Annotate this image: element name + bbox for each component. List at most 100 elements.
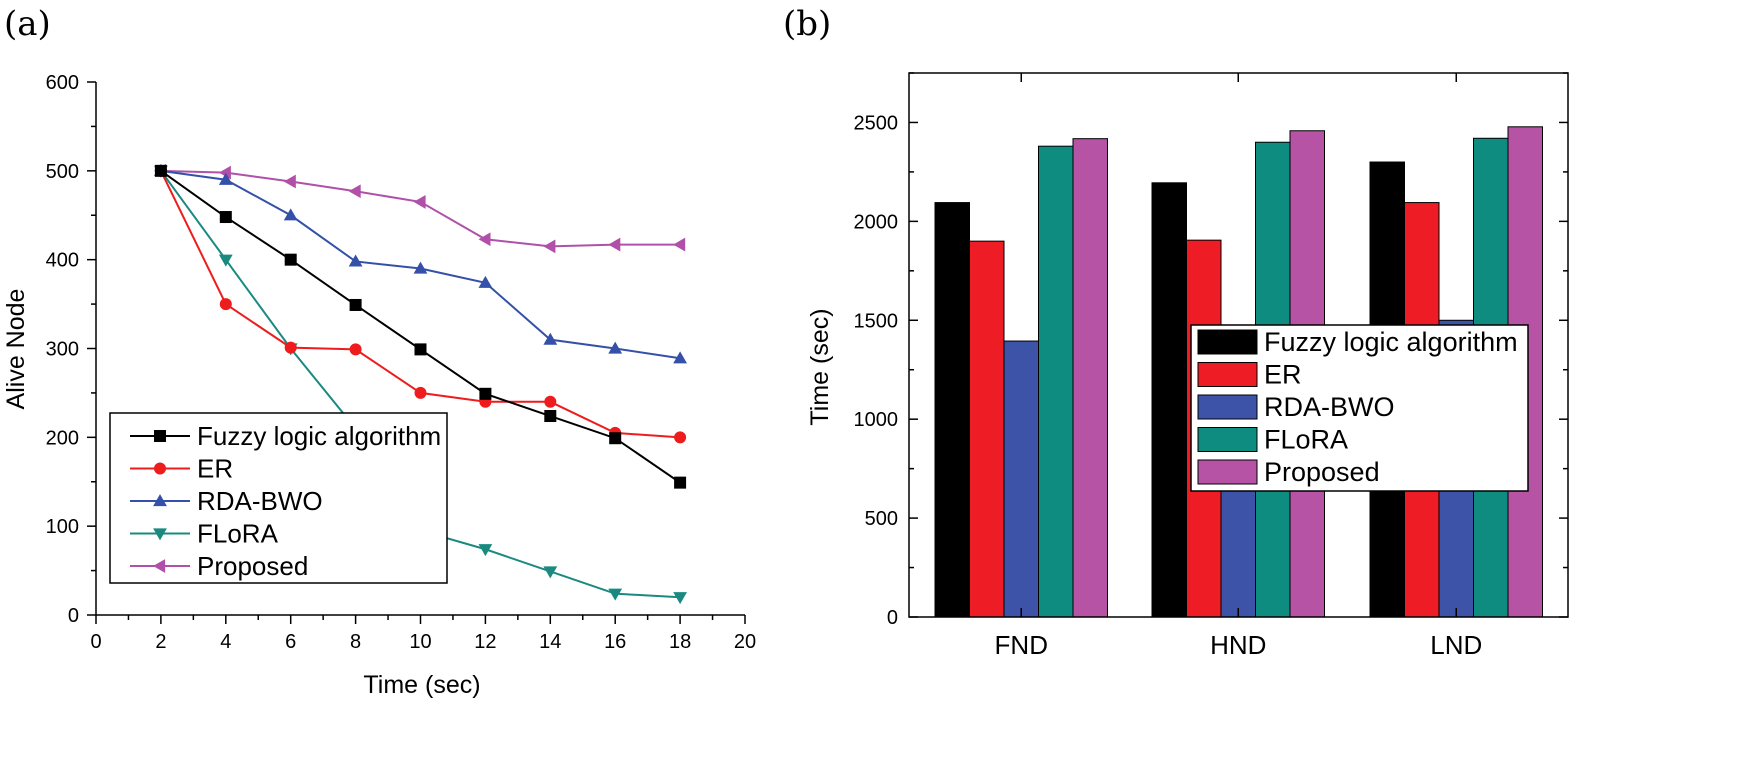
line-legend-box — [109, 412, 448, 584]
line-x-tick-label: 8 — [350, 631, 361, 653]
line-y-tick-label: 200 — [46, 427, 79, 449]
line-x-tick-label: 14 — [539, 631, 561, 653]
bar-fuzzy-logic-algorithm-fnd — [934, 202, 970, 618]
bar-y-tick-label: 2500 — [854, 112, 899, 134]
line-chart-axes: 0 100 200 300 400 500 600 0 2 4 6 8 10 12 14 16 18 20 — [46, 72, 757, 653]
bar-y-tick-label: 1000 — [854, 409, 899, 431]
bar-fuzzy-logic-algorithm-hnd — [1151, 182, 1187, 618]
bar-legend-label-proposed: Proposed — [1264, 457, 1380, 487]
line-point-er — [674, 431, 687, 444]
line-legend-label-er: ER — [197, 454, 233, 484]
line-y-axis-title: Alive Node — [2, 289, 30, 410]
line-series-er — [154, 164, 687, 444]
bar-y-tick-label: 2000 — [854, 211, 899, 233]
bar-y-tick-label: 0 — [887, 607, 898, 629]
bar-x-tick-label-fnd: FND — [995, 630, 1048, 660]
line-x-tick-label: 4 — [220, 631, 231, 653]
bar-legend-label-rda-bwo: RDA-BWO — [1264, 392, 1395, 422]
line-point-er — [414, 386, 427, 399]
line-x-tick-label: 18 — [669, 631, 691, 653]
line-point-rda-bwo — [543, 332, 558, 345]
line-y-tick-label: 600 — [46, 72, 79, 94]
line-point-proposed — [283, 174, 296, 189]
line-y-tick-label: 400 — [46, 250, 79, 272]
line-point-rda-bwo — [608, 341, 623, 354]
bar-y-axis-title: Time (sec) — [806, 308, 834, 425]
line-y-tick-label: 500 — [46, 161, 79, 183]
line-y-tick-label: 100 — [46, 516, 79, 538]
line-legend-label-flora: FLoRA — [197, 519, 279, 549]
line-legend-marker-proposed — [153, 559, 166, 573]
bar-legend-swatch-fuzzy-logic-algorithm — [1197, 329, 1258, 355]
bar-er-fnd — [969, 240, 1005, 618]
line-x-tick-label: 6 — [285, 631, 296, 653]
line-point-flora — [673, 592, 687, 605]
line-y-tick-label: 300 — [46, 339, 79, 361]
line-point-flora — [478, 544, 493, 557]
line-legend-marker-flora — [153, 528, 167, 541]
bar-chart-axes: FND HND LND 0 500 1000 1500 2000 2500 — [854, 72, 1569, 660]
line-point-rda-bwo — [218, 172, 233, 185]
bar-legend-label-fuzzy-logic-algorithm: Fuzzy logic algorithm — [1264, 327, 1518, 357]
line-point-flora — [543, 566, 558, 579]
line-chart-series — [154, 163, 687, 605]
line-legend-label-rda-bwo: RDA-BWO — [197, 486, 323, 516]
bar-legend-swatch-er — [1197, 362, 1258, 387]
bar-rda-bwo-fnd — [1003, 340, 1039, 618]
line-point-proposed — [673, 237, 686, 252]
line-point-proposed — [348, 184, 361, 199]
bar-x-tick-label-lnd: LND — [1430, 630, 1482, 660]
line-point-proposed — [543, 239, 556, 254]
bar-x-tick-label-hnd: HND — [1210, 630, 1266, 660]
line-point-proposed — [608, 237, 621, 252]
line-x-tick-label: 0 — [90, 631, 101, 653]
line-legend-label-proposed: Proposed — [197, 551, 308, 581]
line-chart-alive-node: 0 100 200 300 400 500 600 0 2 4 6 8 10 12 14 16 18 20 Fuz… — [2, 72, 756, 699]
line-point-er — [219, 298, 232, 311]
line-x-axis-title: Time (sec) — [363, 671, 480, 699]
line-point-proposed — [218, 165, 231, 180]
line-point-er — [544, 395, 557, 408]
bar-flora-fnd — [1038, 145, 1074, 618]
line-point-fuzzy-logic-algorithm — [154, 164, 167, 177]
bar-chart-legend: Fuzzy logic algorithmERRDA-BWOFLoRAPropo… — [1190, 324, 1529, 492]
line-series-fuzzy-logic-algorithm — [154, 164, 687, 489]
line-x-tick-label: 2 — [155, 631, 166, 653]
line-point-rda-bwo — [478, 275, 493, 288]
line-point-rda-bwo — [673, 351, 687, 364]
line-point-er — [284, 341, 297, 354]
bar-legend-swatch-flora — [1197, 427, 1258, 452]
line-legend-marker-er — [154, 462, 166, 475]
line-series-rda-bwo — [154, 163, 687, 364]
line-point-er — [349, 343, 362, 356]
line-point-rda-bwo — [283, 208, 298, 221]
bar-legend-label-er: ER — [1264, 360, 1302, 390]
bar-y-tick-label: 1500 — [854, 310, 899, 332]
line-proposed — [160, 169, 681, 248]
line-series-proposed — [154, 163, 686, 254]
line-point-fuzzy-logic-algorithm — [609, 432, 622, 445]
line-point-fuzzy-logic-algorithm — [219, 211, 232, 224]
line-x-tick-label: 10 — [409, 631, 431, 653]
bar-legend-label-flora: FLoRA — [1264, 425, 1348, 455]
line-x-tick-label: 16 — [604, 631, 626, 653]
line-point-proposed — [478, 232, 491, 247]
line-point-fuzzy-logic-algorithm — [349, 298, 362, 311]
line-point-fuzzy-logic-algorithm — [284, 253, 297, 266]
panel-label-b: (b) — [783, 4, 831, 44]
line-legend-marker-rda-bwo — [153, 494, 167, 507]
bar-chart-time: FND HND LND 0 500 1000 1500 2000 2500 Fuzzy logi… — [806, 72, 1569, 660]
line-point-proposed — [413, 195, 426, 209]
bar-chart-bars — [934, 126, 1543, 618]
line-y-tick-label: 0 — [68, 605, 79, 627]
line-point-flora — [608, 588, 623, 601]
line-point-fuzzy-logic-algorithm — [479, 387, 492, 400]
line-point-fuzzy-logic-algorithm — [414, 343, 427, 356]
line-point-flora — [218, 254, 233, 267]
line-point-fuzzy-logic-algorithm — [674, 476, 687, 489]
line-x-tick-label: 20 — [734, 631, 756, 653]
line-chart-legend: Fuzzy logic algorithmERRDA-BWOFLoRAPropo… — [109, 412, 448, 584]
line-legend-label-fuzzy-logic-algorithm: Fuzzy logic algorithm — [197, 421, 441, 451]
line-legend-marker-fuzzy-logic-algorithm — [154, 430, 166, 442]
